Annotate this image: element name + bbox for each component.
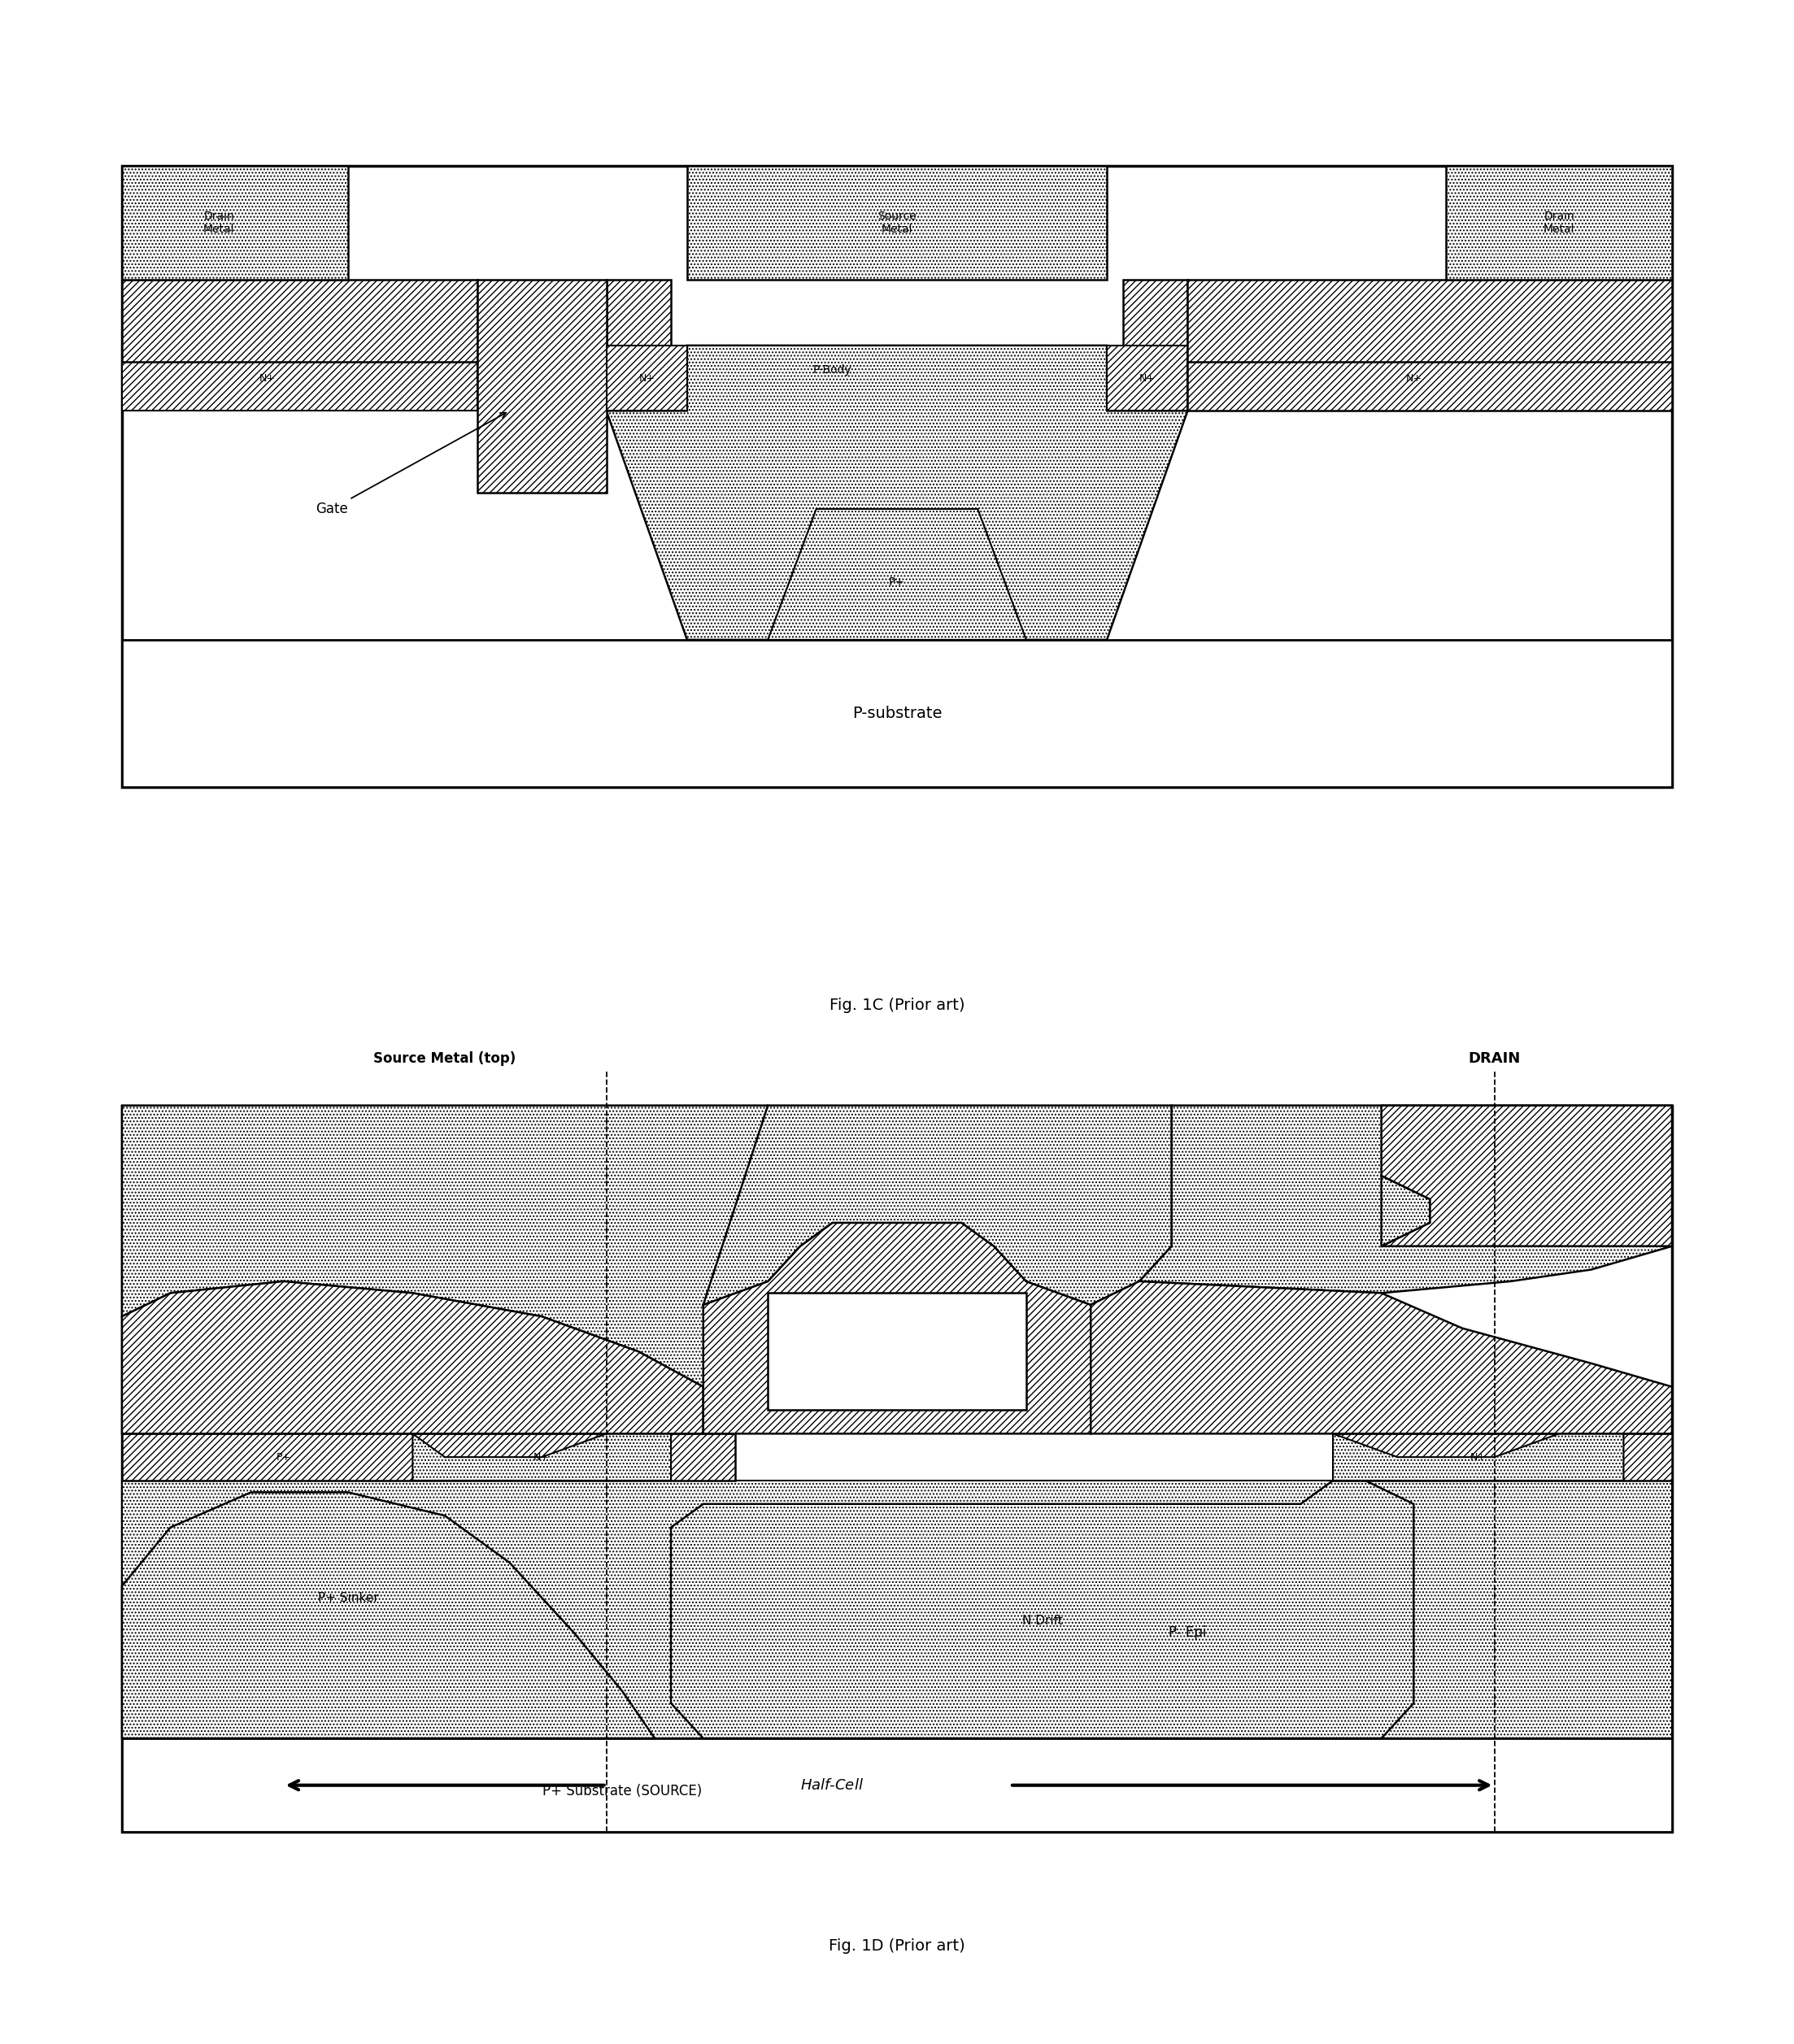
Bar xyxy=(122,166,348,280)
Polygon shape xyxy=(1091,1282,1672,1433)
Bar xyxy=(1188,345,1672,411)
Text: N-Drift Region: N-Drift Region xyxy=(845,484,949,501)
Polygon shape xyxy=(703,1222,1091,1433)
Text: N+: N+ xyxy=(1405,372,1423,384)
Polygon shape xyxy=(1333,1433,1624,1480)
Text: P+ Substrate (SOURCE): P+ Substrate (SOURCE) xyxy=(544,1784,701,1799)
Polygon shape xyxy=(1381,1106,1672,1247)
Polygon shape xyxy=(122,1282,703,1433)
Text: Drain
Metal: Drain Metal xyxy=(1543,211,1575,235)
Text: Drain
Metal: Drain Metal xyxy=(203,211,235,235)
Text: P- Epi: P- Epi xyxy=(1168,1625,1207,1639)
Text: N+: N+ xyxy=(639,372,655,384)
Text: N+: N+ xyxy=(1469,1451,1487,1461)
Bar xyxy=(606,345,687,411)
Bar xyxy=(122,1106,1672,1831)
Text: P-substrate: P-substrate xyxy=(852,705,942,722)
Bar xyxy=(122,1433,736,1480)
Bar xyxy=(122,1480,1672,1737)
Bar xyxy=(1107,345,1188,411)
Bar xyxy=(1446,166,1672,280)
Polygon shape xyxy=(606,345,1188,640)
Text: DRAIN: DRAIN xyxy=(1467,1051,1521,1067)
Polygon shape xyxy=(413,1433,671,1480)
Text: Fig. 1C (Prior art): Fig. 1C (Prior art) xyxy=(829,997,965,1014)
Bar xyxy=(122,280,477,362)
Polygon shape xyxy=(703,1106,1171,1304)
Bar xyxy=(477,280,606,493)
Bar xyxy=(122,166,1672,787)
Polygon shape xyxy=(1139,1106,1672,1294)
Text: Fig. 1D (Prior art): Fig. 1D (Prior art) xyxy=(829,1938,965,1954)
Text: P-Body: P-Body xyxy=(813,364,852,376)
Text: N Drift: N Drift xyxy=(1023,1615,1062,1627)
Text: P+: P+ xyxy=(276,1451,291,1461)
Bar xyxy=(1188,280,1672,362)
Text: Gate: Gate xyxy=(316,413,506,517)
Bar xyxy=(687,166,1107,280)
Text: N+: N+ xyxy=(258,372,276,384)
Bar xyxy=(1123,280,1188,362)
Bar xyxy=(122,345,477,411)
Text: N+: N+ xyxy=(1139,372,1155,384)
Text: N+: N+ xyxy=(533,1451,551,1461)
Polygon shape xyxy=(122,1492,655,1737)
Polygon shape xyxy=(671,1480,1414,1737)
Text: P+ Sinker: P+ Sinker xyxy=(318,1592,379,1605)
Bar xyxy=(768,1294,1026,1410)
Polygon shape xyxy=(1381,1175,1430,1247)
Bar xyxy=(122,1737,1672,1831)
Text: P+: P+ xyxy=(888,576,906,589)
Text: $\mathit{Half}$-$\mathit{Cell}$: $\mathit{Half}$-$\mathit{Cell}$ xyxy=(800,1778,863,1793)
Text: Source Metal (top): Source Metal (top) xyxy=(373,1051,517,1067)
Text: Source
Metal: Source Metal xyxy=(877,211,917,235)
Bar xyxy=(1333,1433,1672,1480)
Polygon shape xyxy=(122,1106,800,1386)
Polygon shape xyxy=(768,509,1026,640)
Bar xyxy=(122,640,1672,787)
Bar xyxy=(606,280,671,362)
